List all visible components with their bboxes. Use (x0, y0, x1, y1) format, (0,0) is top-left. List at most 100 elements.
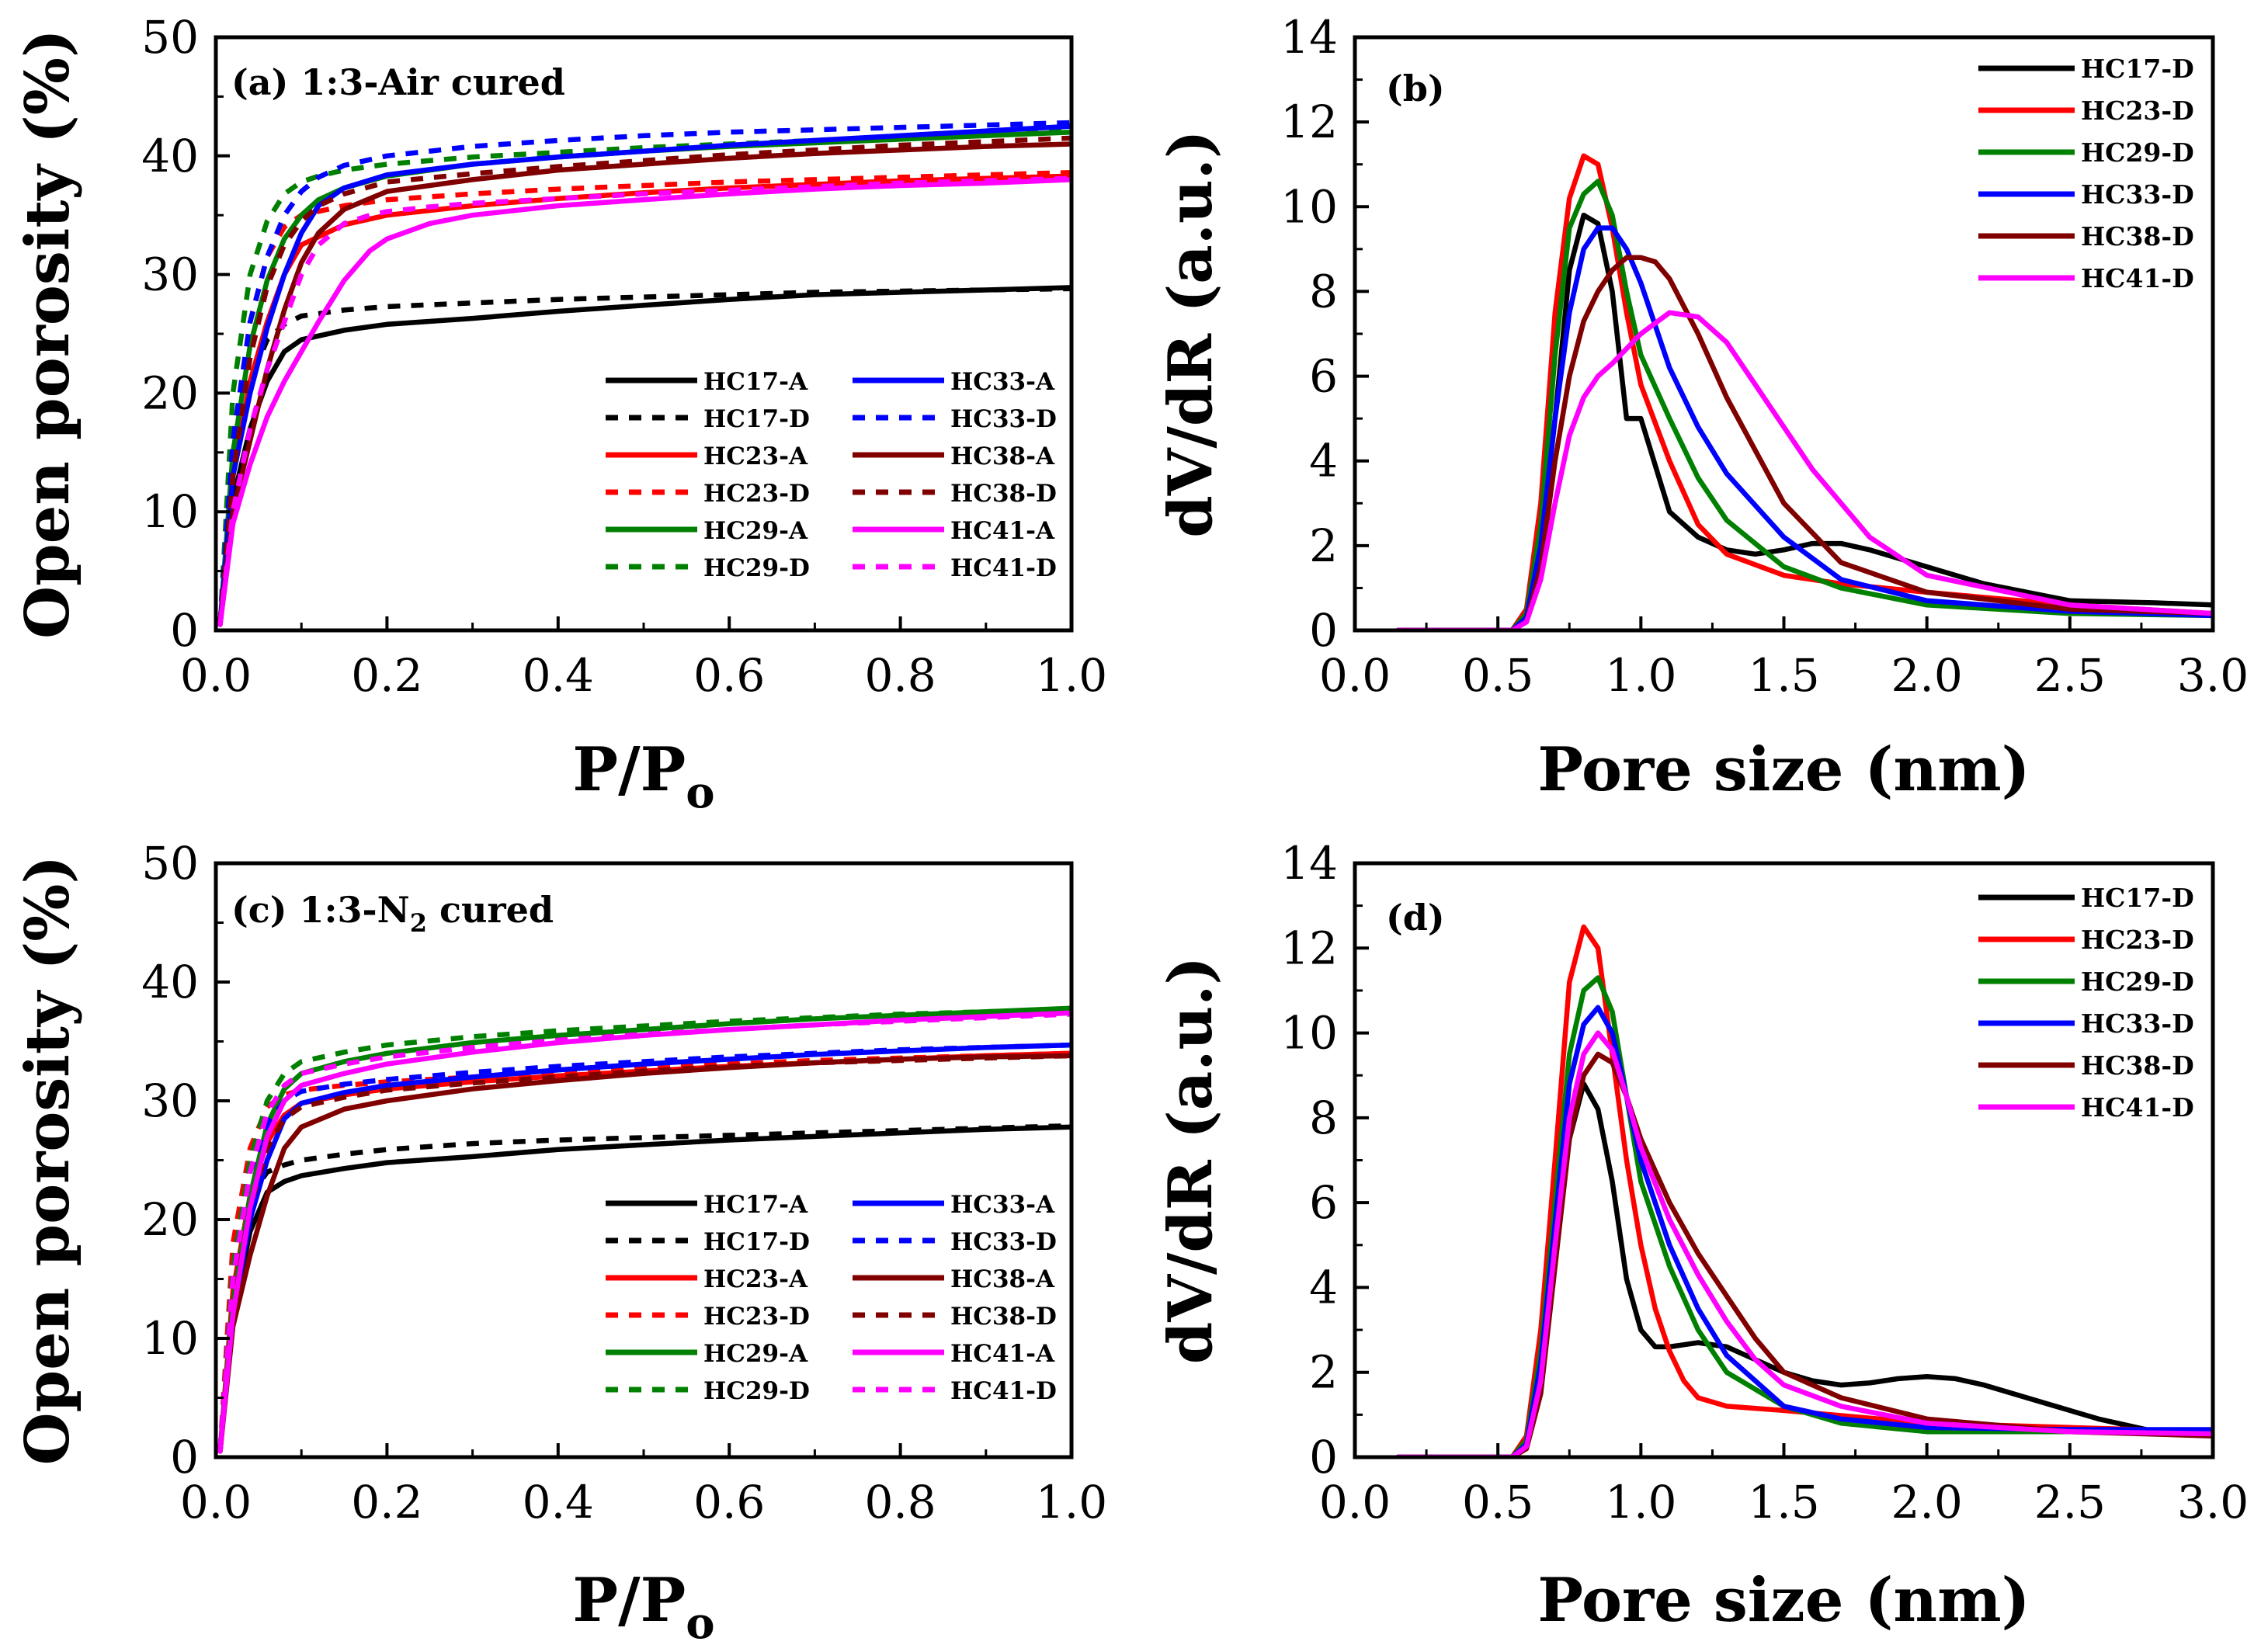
y-tick-label: 2 (1309, 519, 1338, 572)
x-axis-title: P/Po (572, 734, 714, 818)
plot-frame (1353, 35, 2215, 633)
series-line-hc41-d (217, 1012, 1071, 1452)
y-tick-label: 10 (1280, 1007, 1338, 1060)
panel-c: 0.0 0.2 0.4 0.6 0.8 1.0 0 10 20 30 40 50 P/Po Open po… (12, 837, 1107, 1649)
y-tick-label: 0 (170, 604, 199, 657)
series-group (217, 120, 1071, 627)
y-tick-label: 4 (1309, 1261, 1338, 1314)
x-tick-label: 3.0 (2177, 1476, 2249, 1529)
x-tick-label: 0.8 (864, 1476, 936, 1529)
x-tick-label: 0.6 (693, 1476, 765, 1529)
series-line-hc38-d (217, 1053, 1071, 1452)
legend-label-hc29-a: HC29-A (703, 1340, 808, 1368)
series-line-hc41-d (217, 175, 1071, 625)
x-tick-label: 0.0 (1319, 1476, 1391, 1529)
panel-label: (c) 1:3-N2 cured (231, 889, 554, 938)
legend-label-hc17-d: HC17-D (703, 1228, 810, 1256)
y-tick-label: 30 (141, 248, 199, 301)
legend-label-hc41-a: HC41-A (950, 1340, 1055, 1368)
legend-label-hc41-d: HC41-D (2081, 1092, 2194, 1123)
legend-label-hc33-a: HC33-A (950, 1191, 1055, 1219)
legend-label-hc33-d: HC33-D (2081, 179, 2194, 210)
y-axis-title: dV/dR (a.u.) (1155, 956, 1226, 1364)
x-tick-label: 1.0 (1036, 1476, 1107, 1529)
series-line-hc38-a (217, 1053, 1071, 1454)
legend-label-hc38-a: HC38-A (950, 442, 1055, 470)
x-tick-label: 0.6 (693, 649, 765, 702)
series-line-hc29-d (217, 1006, 1071, 1452)
x-tick-label: 1.5 (1748, 649, 1819, 702)
x-tick-label: 0.4 (523, 1476, 594, 1529)
legend: HC17-A HC17-D HC23-A HC23-D HC29-A HC29-D HC33… (606, 368, 1057, 582)
x-tick-label: 0.0 (180, 649, 252, 702)
x-tick-label: 0.0 (180, 1476, 252, 1529)
plot-frame (214, 861, 1074, 1459)
legend: HC17-D HC23-D HC29-D HC33-D HC38-D HC41-D (1978, 54, 2194, 293)
series-line-hc38-d (1395, 255, 2213, 630)
y-axis-title: dV/dR (a.u.) (1155, 130, 1226, 537)
x-tick-label: 0.2 (351, 1476, 422, 1529)
legend-label-hc17-d: HC17-D (2081, 54, 2194, 84)
series-group (1395, 153, 2213, 630)
x-tick-label: 0.4 (523, 649, 594, 702)
legend: HC17-A HC17-D HC23-A HC23-D HC29-A HC29-D HC33… (606, 1191, 1057, 1405)
legend-label-hc33-a: HC33-A (950, 368, 1055, 396)
legend-label-hc33-d: HC33-D (950, 1228, 1057, 1256)
legend-label-hc38-d: HC38-D (2081, 1050, 2194, 1081)
x-tick-label: 1.5 (1748, 1476, 1819, 1529)
series-line-hc23-a (217, 1050, 1071, 1454)
legend-label-hc29-d: HC29-D (703, 1377, 810, 1405)
y-tick-label: 4 (1309, 435, 1338, 488)
y-tick-label: 50 (141, 837, 199, 890)
legend-label-hc23-a: HC23-A (703, 1265, 808, 1293)
series-line-hc17-d (1395, 1081, 2213, 1457)
x-tick-label: 1.0 (1036, 649, 1107, 702)
y-tick-label: 10 (141, 485, 199, 538)
legend-label-hc38-a: HC38-A (950, 1265, 1055, 1293)
y-tick-label: 6 (1309, 1176, 1338, 1229)
legend-label-hc17-d: HC17-D (703, 405, 810, 433)
y-tick-label: 40 (141, 956, 199, 1008)
panel-b: 0.0 0.5 1.0 1.5 2.0 2.5 3.0 0 2 4 6 8 10 12 14 Pore siz… (1155, 11, 2249, 805)
y-tick-label: 50 (141, 11, 199, 64)
x-tick-label: 0.0 (1319, 649, 1391, 702)
y-tick-label: 12 (1280, 921, 1338, 974)
x-tick-label: 2.0 (1891, 1476, 1963, 1529)
y-tick-label: 8 (1309, 1092, 1338, 1144)
y-tick-label: 6 (1309, 350, 1338, 403)
legend-label-hc29-d: HC29-D (703, 554, 810, 582)
legend-label-hc33-d: HC33-D (950, 405, 1057, 433)
legend-label-hc23-d: HC23-D (2081, 925, 2194, 955)
y-tick-label: 14 (1280, 837, 1338, 890)
legend-label-hc29-d: HC29-D (2081, 967, 2194, 997)
legend-label-hc23-d: HC23-D (703, 1303, 810, 1331)
y-tick-label: 20 (141, 366, 199, 419)
y-tick-label: 30 (141, 1074, 199, 1127)
legend-label-hc41-d: HC41-D (2081, 263, 2194, 293)
y-tick-label: 0 (170, 1431, 199, 1484)
series-group (217, 1005, 1071, 1454)
legend-label-hc17-a: HC17-A (703, 1191, 808, 1219)
legend-label-hc33-d: HC33-D (2081, 1008, 2194, 1039)
series-line-hc41-a (217, 1010, 1071, 1454)
legend-label-hc38-d: HC38-D (950, 1303, 1057, 1331)
series-line-hc23-d (217, 1050, 1071, 1452)
y-tick-label: 0 (1309, 604, 1338, 657)
legend-label-hc17-a: HC17-A (703, 368, 808, 396)
x-tick-label: 2.5 (2034, 1476, 2106, 1529)
series-line-hc33-d (217, 120, 1071, 625)
series-line-hc41-d (1395, 310, 2213, 630)
legend-label-hc38-d: HC38-D (2081, 221, 2194, 252)
legend-label-hc23-a: HC23-A (703, 442, 808, 470)
x-tick-label: 0.5 (1462, 1476, 1533, 1529)
legend: HC17-D HC23-D HC29-D HC33-D HC38-D HC41-D (1978, 883, 2194, 1123)
x-tick-label: 0.2 (351, 649, 422, 702)
series-line-hc41-d (1395, 1030, 2213, 1457)
legend-label-hc17-d: HC17-D (2081, 883, 2194, 913)
series-line-hc33-d (1395, 225, 2213, 630)
y-tick-label: 8 (1309, 265, 1338, 318)
series-group (1395, 924, 2213, 1457)
panel-label: (b) (1386, 68, 1445, 109)
series-line-hc38-a (217, 141, 1071, 627)
